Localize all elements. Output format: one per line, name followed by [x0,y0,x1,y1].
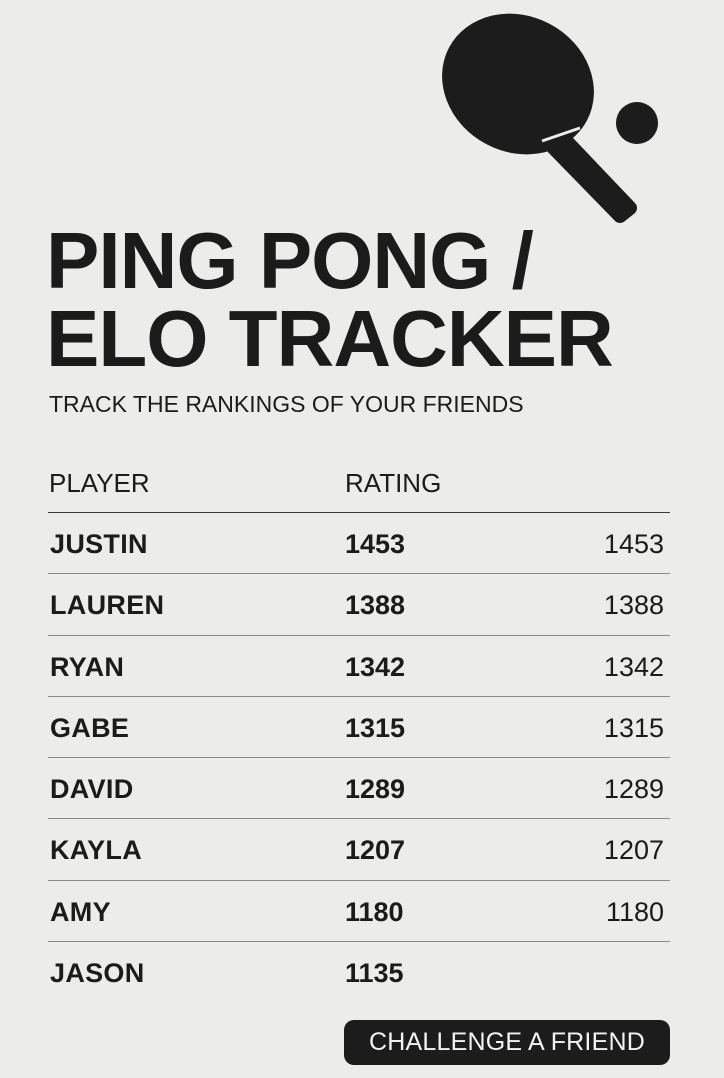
table-header: PLAYER RATING [48,462,670,513]
player-rating: 1180 [345,896,404,927]
table-body: JUSTIN 1453 1453 LAUREN 1388 1388 RYAN 1342 1342… [48,513,670,1003]
player-rating: 1388 [345,590,406,621]
title-line-1: PING PONG / [46,216,534,305]
table-row: GABE 1315 1315 [48,697,670,759]
player-name: LAUREN [50,590,165,621]
table-row: RYAN 1342 1342 [48,636,670,697]
page-subtitle: TRACK THE RANKINGS OF YOUR FRIENDS [49,391,524,417]
player-rating-repeat: 1388 [603,590,664,621]
page-title: PING PONG / ELO TRACKER [46,216,614,383]
player-name: RYAN [50,651,125,682]
player-name: JUSTIN [50,529,148,559]
column-header-player: PLAYER [49,468,150,498]
player-rating-repeat: 1180 [605,896,664,927]
player-rating: 1453 [345,529,406,559]
player-rating-repeat: 1315 [603,712,664,743]
player-rating-repeat: 1342 [603,651,664,682]
player-name: KAYLA [50,835,143,866]
player-rating-repeat: 1453 [603,529,664,559]
table-row: JASON 1135 [48,942,670,1003]
player-rating: 1315 [345,712,406,743]
table-row: AMY 1180 1180 [48,881,670,943]
table-row: DAVID 1289 1289 [48,758,670,820]
challenge-friend-button[interactable]: CHALLENGE A FRIEND [344,1020,670,1065]
player-rating: 1342 [345,651,406,682]
column-header-rating: RATING [345,468,442,498]
player-rating-repeat: 1289 [603,774,664,805]
ball-icon [616,102,658,144]
table-row: KAYLA 1207 1207 [48,819,670,881]
table-row: LAUREN 1388 1388 [48,574,670,636]
player-name: AMY [50,896,111,927]
ping-pong-paddle-icon [442,13,658,223]
player-rating-repeat: 1207 [603,835,664,866]
player-rating: 1135 [345,958,404,989]
player-name: DAVID [50,774,134,805]
table-row: JUSTIN 1453 1453 [48,513,670,575]
paddle [442,13,637,223]
player-rating: 1289 [345,774,406,805]
rankings-table: PLAYER RATING JUSTIN 1453 1453 LAUREN 1388 13… [48,462,670,1003]
player-name: GABE [50,712,130,743]
player-name: JASON [50,958,145,989]
player-rating: 1207 [345,835,406,866]
title-line-2: ELO TRACKER [46,294,614,383]
